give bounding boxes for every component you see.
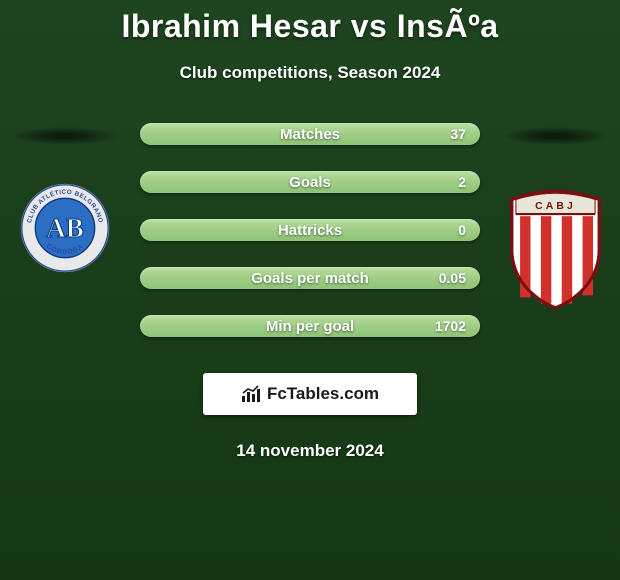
left-team-column: CLUB ATLÉTICO BELGRANO CÓRDOBA AB xyxy=(10,123,120,273)
right-shadow xyxy=(503,127,608,145)
main-row: CLUB ATLÉTICO BELGRANO CÓRDOBA AB Matche… xyxy=(0,123,620,337)
stat-value: 37 xyxy=(450,126,466,142)
brand-text: FcTables.com xyxy=(267,384,379,404)
stat-value: 1702 xyxy=(435,318,466,334)
page-subtitle: Club competitions, Season 2024 xyxy=(0,63,620,83)
stat-bar-hattricks: Hattricks 0 xyxy=(140,219,480,241)
svg-text:CABJ: CABJ xyxy=(535,201,576,212)
stat-bar-goals: Goals 2 xyxy=(140,171,480,193)
page-title: Ibrahim Hesar vs InsÃºa xyxy=(0,8,620,45)
stat-bar-matches: Matches 37 xyxy=(140,123,480,145)
stat-label: Goals xyxy=(289,174,331,191)
stat-bar-min-per-goal: Min per goal 1702 xyxy=(140,315,480,337)
stats-column: Matches 37 Goals 2 Hattricks 0 Goals per… xyxy=(140,123,480,337)
stat-label: Min per goal xyxy=(266,318,354,335)
right-team-column: CABJ xyxy=(500,123,610,312)
left-shadow xyxy=(13,127,118,145)
stat-label: Hattricks xyxy=(278,222,342,239)
stat-value: 0 xyxy=(458,222,466,238)
brand-box[interactable]: FcTables.com xyxy=(203,373,417,415)
stat-value: 0.05 xyxy=(439,270,466,286)
bar-chart-icon xyxy=(241,385,263,403)
stat-label: Goals per match xyxy=(251,270,369,287)
date-line: 14 november 2024 xyxy=(0,441,620,461)
stat-value: 2 xyxy=(458,174,466,190)
left-team-badge: CLUB ATLÉTICO BELGRANO CÓRDOBA AB xyxy=(20,183,110,273)
stat-bar-goals-per-match: Goals per match 0.05 xyxy=(140,267,480,289)
svg-text:AB: AB xyxy=(46,213,84,243)
right-team-badge: CABJ xyxy=(503,187,608,312)
stat-label: Matches xyxy=(280,126,340,143)
